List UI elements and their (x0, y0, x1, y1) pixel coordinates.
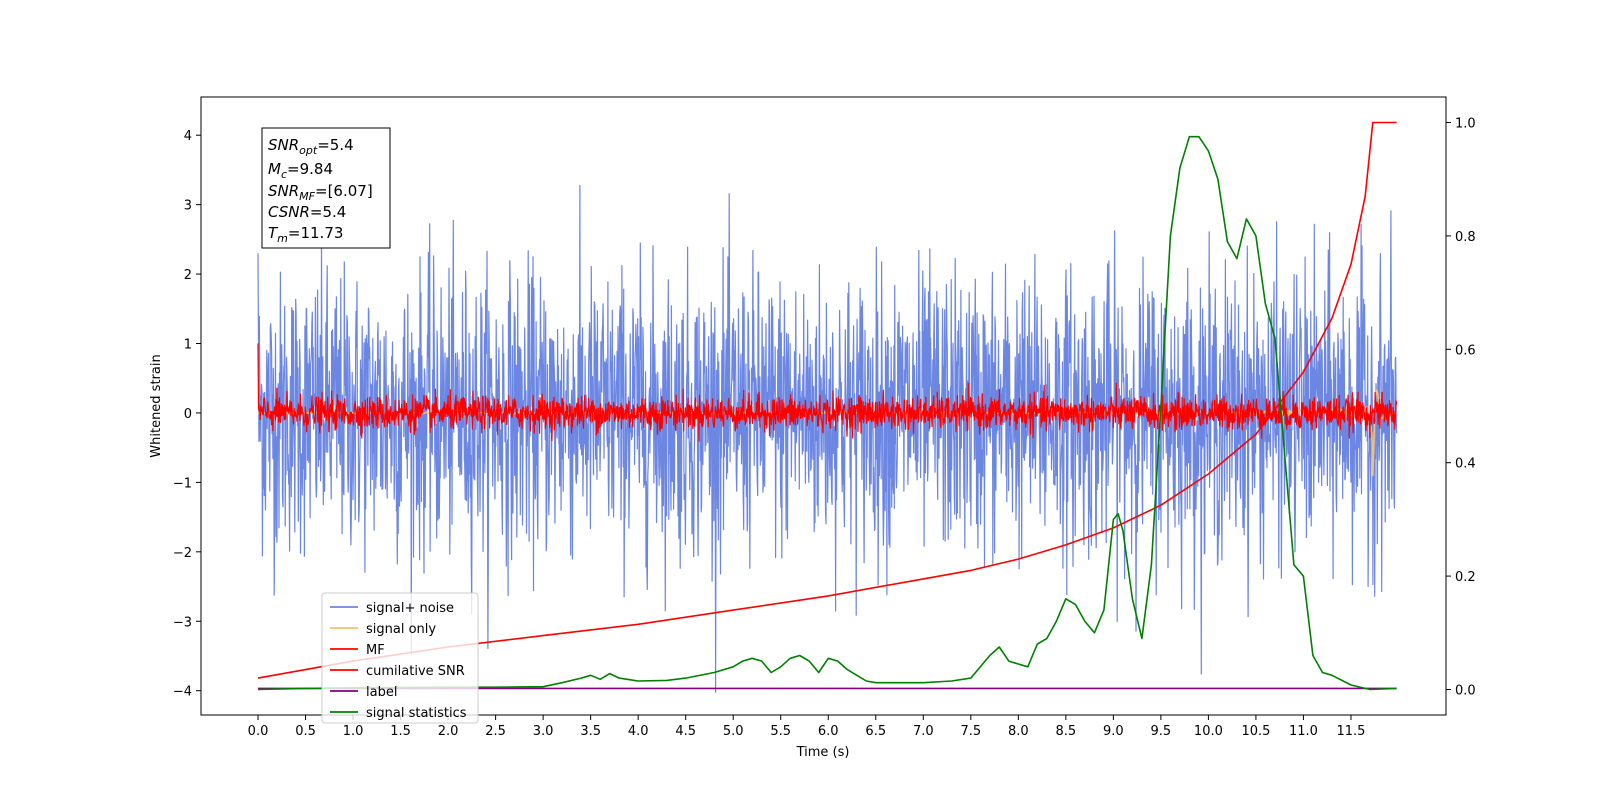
info-mc: Mc=9.84 (268, 160, 333, 181)
x-tick-label: 11.5 (1336, 724, 1365, 739)
y-axis-label: Whitened strain (149, 354, 164, 457)
x-tick-label: 7.5 (960, 724, 981, 739)
x-tick-label: 2.0 (438, 724, 459, 739)
legend-label-mf: MF (366, 643, 385, 658)
y2-tick-label: 1.0 (1455, 117, 1476, 132)
y-tick-label: −4 (173, 685, 192, 700)
legend: signal+ noise signal only MF cumilative SNR… (321, 592, 479, 724)
x-tick-label: 3.5 (580, 724, 601, 739)
y2-tick-label: 0.8 (1455, 230, 1476, 245)
x-tick-label: 1.5 (390, 724, 411, 739)
legend-label-signal-statistics: signal statistics (366, 706, 467, 721)
x-tick-label: 2.5 (485, 724, 506, 739)
legend-label-cumilative-snr: cumilative SNR (366, 664, 465, 679)
info-tm: Tm=11.73 (268, 224, 343, 245)
x-tick-label: 11.0 (1289, 724, 1318, 739)
x-tick-label: 6.0 (818, 724, 839, 739)
x-tick-label: 5.5 (770, 724, 791, 739)
y2-tick-label: 0.2 (1455, 570, 1476, 585)
x-tick-label: 9.5 (1151, 724, 1172, 739)
info-snr-opt: SNRopt=5.4 (268, 136, 354, 157)
x-tick-label: 4.5 (675, 724, 696, 739)
y2-axis-ticks: 0.0 0.2 0.4 0.6 0.8 1.0 (1446, 117, 1476, 698)
x-tick-label: 4.0 (628, 724, 649, 739)
x-tick-label: 0.5 (295, 724, 316, 739)
x-tick-label: 8.0 (1008, 724, 1029, 739)
x-tick-label: 8.5 (1056, 724, 1077, 739)
y-axis-ticks: −4 −3 −2 −1 0 1 2 3 4 (173, 129, 201, 700)
y-tick-label: 4 (184, 129, 192, 144)
series-line-signal-statistics (257, 135, 1397, 691)
y-tick-label: 1 (184, 338, 192, 353)
x-tick-label: 1.0 (343, 724, 364, 739)
x-tick-label: 7.0 (913, 724, 934, 739)
info-annotation-box: SNRopt=5.4 Mc=9.84 SNRMF=[6.07] CSNR=5.4… (261, 127, 391, 249)
y2-tick-label: 0.6 (1455, 343, 1476, 358)
legend-label-label: label (366, 685, 397, 700)
x-tick-label: 9.0 (1103, 724, 1124, 739)
series-line-signal-noise (257, 184, 1398, 693)
x-axis-label: Time (s) (796, 745, 850, 760)
x-tick-label: 10.5 (1241, 724, 1270, 739)
x-tick-label: 6.5 (865, 724, 886, 739)
y2-tick-label: 0.4 (1455, 457, 1476, 472)
y-tick-label: −2 (173, 546, 192, 561)
x-tick-label: 10.0 (1194, 724, 1223, 739)
y-tick-label: 0 (184, 407, 192, 422)
info-csnr: CSNR=5.4 (268, 203, 346, 221)
y2-tick-label: 0.0 (1455, 683, 1476, 698)
series-line-mf (257, 343, 1398, 442)
series-line-cumilative-snr (257, 121, 1397, 679)
x-tick-label: 5.0 (723, 724, 744, 739)
y-tick-label: −3 (173, 615, 192, 630)
plot-frame (200, 96, 1447, 716)
y-tick-label: 3 (184, 199, 192, 214)
y-tick-label: −1 (173, 476, 192, 491)
info-snr-mf: SNRMF=[6.07] (268, 182, 373, 203)
legend-label-signal-only: signal only (366, 622, 436, 637)
legend-label-signal-noise: signal+ noise (366, 601, 454, 616)
x-tick-label: 0.0 (248, 724, 269, 739)
x-tick-label: 3.0 (533, 724, 554, 739)
x-axis-ticks: 0.0 0.5 1.0 1.5 2.0 2.5 3.0 3.5 4.0 4.5 5.0 5.5 6.0 6… (248, 715, 1365, 739)
y-tick-label: 2 (184, 268, 192, 283)
